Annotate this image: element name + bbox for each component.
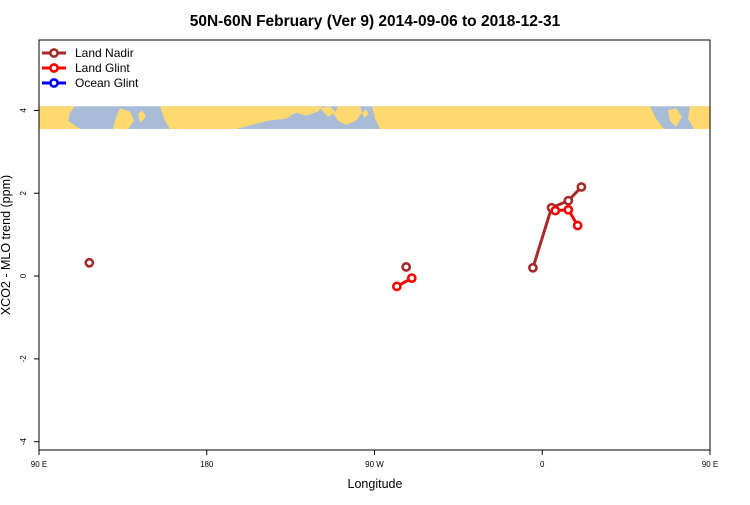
x-tick-label: 180 bbox=[200, 460, 214, 469]
map-land bbox=[320, 106, 336, 117]
plot-frame bbox=[38, 39, 711, 451]
data-point bbox=[528, 262, 538, 273]
data-point bbox=[406, 273, 417, 284]
legend-label: Land Glint bbox=[75, 61, 130, 75]
data-point bbox=[572, 220, 583, 231]
chart-title: 50N-60N February (Ver 9) 2014-09-06 to 2… bbox=[190, 13, 561, 30]
data-point bbox=[576, 182, 587, 192]
world-map-strip bbox=[39, 106, 710, 130]
x-tick-label: 90 W bbox=[365, 460, 384, 469]
y-tick-label: 4 bbox=[19, 108, 28, 113]
x-axis: 90 E 180 90 W 0 90 E bbox=[31, 450, 718, 469]
map-land bbox=[334, 106, 362, 125]
y-axis-label: XCO2 - MLO trend (ppm) bbox=[0, 175, 13, 315]
series-layer bbox=[84, 182, 587, 292]
x-tick-label: 90 E bbox=[702, 460, 718, 469]
legend-label: Ocean Glint bbox=[75, 76, 139, 90]
y-tick-label: 2 bbox=[19, 190, 28, 195]
map-land bbox=[138, 110, 146, 123]
map-land bbox=[39, 106, 80, 130]
map-land bbox=[160, 106, 322, 130]
map-land bbox=[362, 109, 369, 118]
data-point bbox=[84, 257, 95, 268]
data-point bbox=[391, 281, 402, 292]
map-land bbox=[372, 106, 664, 130]
series-line bbox=[531, 185, 583, 269]
data-point bbox=[550, 205, 561, 216]
legend-swatch-marker bbox=[49, 78, 59, 88]
data-point bbox=[563, 195, 574, 206]
y-tick-label: -2 bbox=[19, 355, 28, 363]
x-tick-label: 0 bbox=[540, 460, 545, 469]
legend-item: Ocean Glint bbox=[42, 76, 139, 90]
x-tick-label: 90 E bbox=[31, 460, 47, 469]
legend-label: Land Nadir bbox=[75, 46, 134, 60]
series-land-glint bbox=[391, 204, 583, 292]
y-tick-label: 0 bbox=[19, 273, 28, 278]
series-land-nadir bbox=[84, 182, 587, 273]
data-point bbox=[401, 262, 412, 272]
y-tick-label: -4 bbox=[19, 438, 28, 446]
x-axis-label: Longitude bbox=[348, 477, 403, 491]
y-axis: -4 -2 0 2 4 bbox=[19, 108, 39, 446]
data-point bbox=[563, 204, 574, 215]
legend-swatch-marker bbox=[49, 48, 59, 58]
legend-item: Land Glint bbox=[42, 61, 130, 75]
legend-item: Land Nadir bbox=[42, 46, 134, 60]
map-land bbox=[688, 106, 710, 130]
map-land bbox=[113, 108, 134, 130]
legend-swatch-marker bbox=[49, 63, 59, 73]
